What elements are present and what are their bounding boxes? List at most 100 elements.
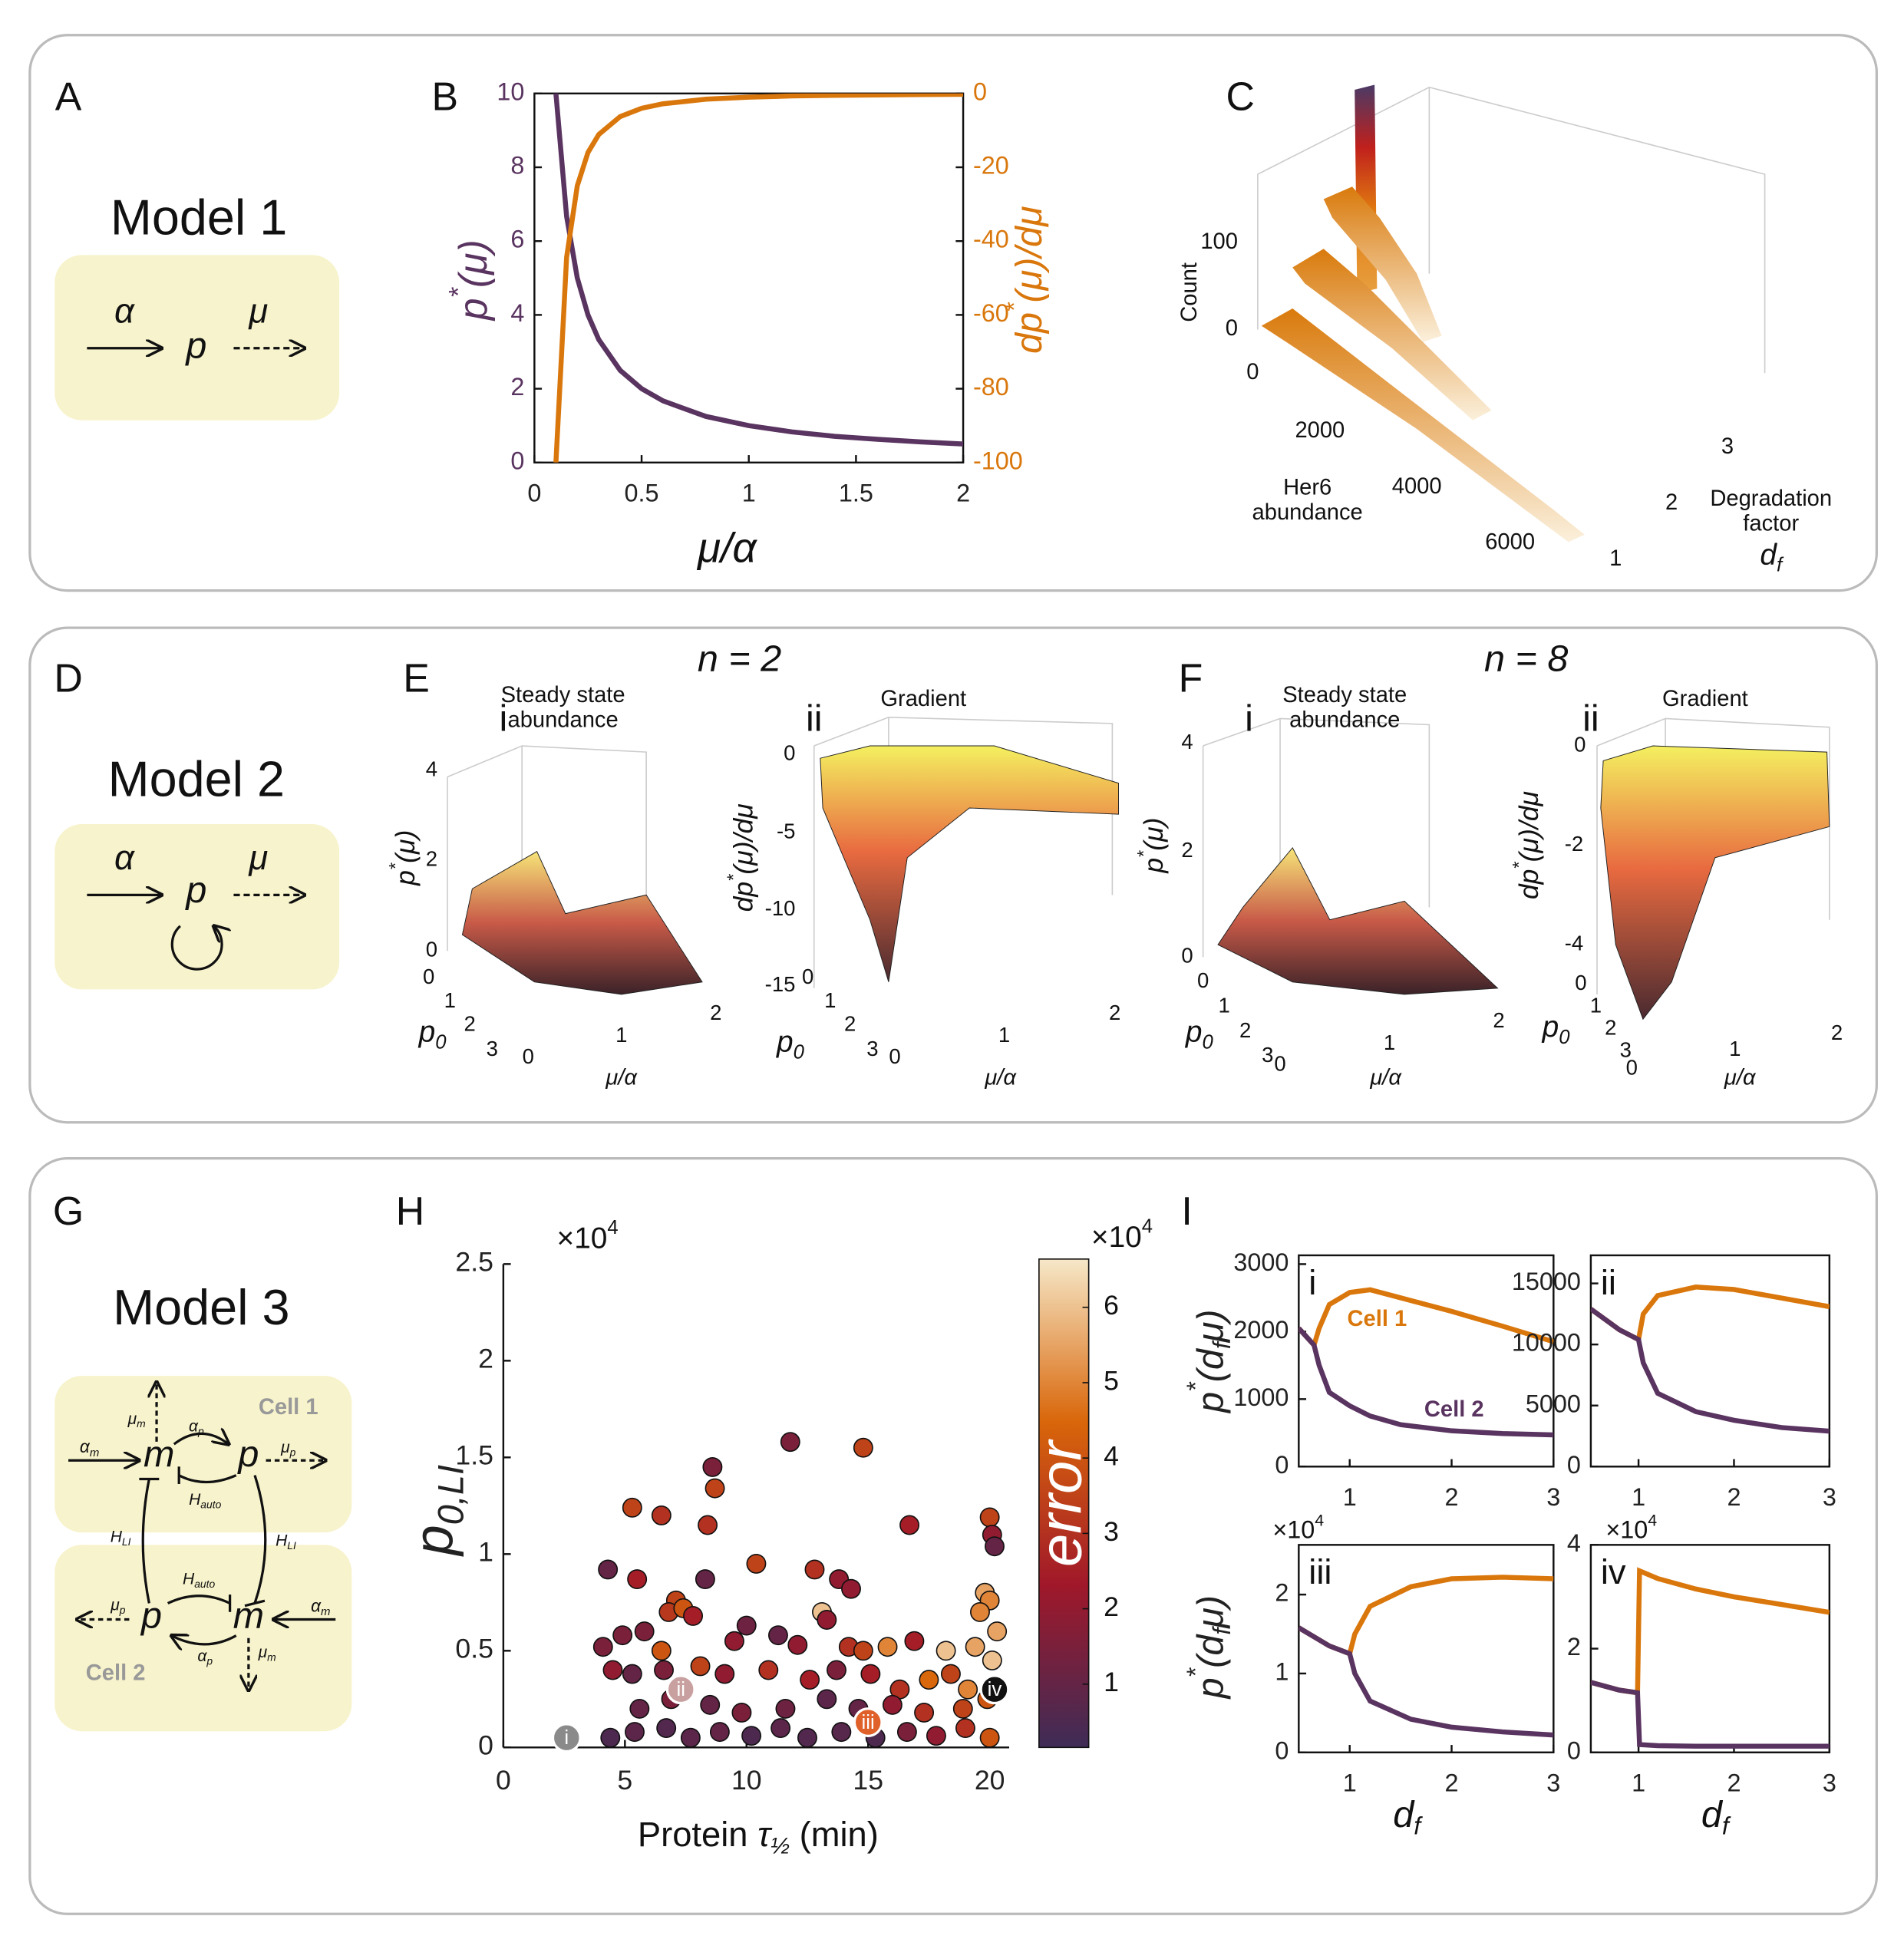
label-part: ×10 <box>557 1222 608 1255</box>
panel-letter: G <box>53 1189 84 1233</box>
colorbar-tick-label: 6 <box>1104 1290 1119 1321</box>
scatter-point <box>622 1664 642 1684</box>
subpanel-label: ii <box>1582 697 1599 739</box>
panel-letter: F <box>1179 655 1203 700</box>
inhibition <box>253 1475 267 1604</box>
y-tick-label: 0 <box>1575 971 1586 994</box>
scatter-point <box>780 1432 800 1453</box>
scatter-point <box>651 1505 672 1525</box>
y2-tick-label: -80 <box>973 373 1009 401</box>
subpanel-title: Steady state <box>1282 683 1407 707</box>
y-tick-label: 2 <box>478 1344 493 1374</box>
subpanel-subtitle: n = 8 <box>1484 638 1568 680</box>
x-axis-label: df <box>1393 1794 1423 1840</box>
scatter-point <box>804 1559 825 1580</box>
y-tick-label: 3000 <box>1233 1248 1289 1276</box>
subpanel-label: i <box>1308 1263 1316 1302</box>
surface <box>820 745 1119 982</box>
label-part: f <box>1209 1626 1236 1635</box>
label-part: LI <box>287 1538 296 1551</box>
diagram-label: μp <box>280 1439 296 1458</box>
label-part: m <box>90 1446 99 1459</box>
label-part: (μ) <box>450 239 495 288</box>
label-part: (min) <box>790 1815 879 1854</box>
axes-frame <box>533 92 965 464</box>
label-part: * <box>1001 302 1028 312</box>
scatter-point <box>904 1631 925 1651</box>
diagram-label: p <box>236 1433 259 1475</box>
label-part: dp <box>1514 869 1545 900</box>
y-tick-label: 3 <box>866 1037 878 1060</box>
y-tick-label: 1 <box>1219 993 1230 1017</box>
scatter-point <box>746 1553 767 1574</box>
y2-axis-label: dp*(μ)/dμ <box>1001 206 1050 354</box>
x-tick-label: 0.5 <box>625 479 659 506</box>
scatter-point <box>841 1578 861 1599</box>
z-tick-label: 0 <box>1181 944 1193 968</box>
y-axis-label: p0 <box>1185 1016 1214 1053</box>
model-title: Model 1 <box>111 190 287 246</box>
label-part: α <box>80 1436 91 1456</box>
scatter-point <box>936 1641 956 1661</box>
point-annotation-marker <box>979 1674 1010 1705</box>
scatter-point <box>940 1664 961 1684</box>
y-axis-label: factor <box>1743 511 1799 536</box>
x-tick-label: 2 <box>1727 1769 1741 1796</box>
scatter-point <box>899 1515 920 1535</box>
scatter-point <box>600 1727 621 1748</box>
label-part: f <box>1722 1812 1731 1840</box>
x-tick-label: 0 <box>889 1044 900 1068</box>
scatter-point <box>800 1670 820 1690</box>
inhibition <box>141 1479 150 1604</box>
y-tick-label: 2 <box>844 1012 856 1036</box>
label-part: p <box>450 298 495 322</box>
y-tick-label: 0 <box>802 965 813 988</box>
label-part: * <box>1183 1381 1210 1392</box>
label-part: auto <box>200 1498 221 1510</box>
x-tick-label: 2 <box>1109 1001 1120 1024</box>
diagram-label: μp <box>110 1596 126 1615</box>
histogram-bar <box>1323 186 1442 342</box>
label-part: (μ)/dμ <box>728 803 759 874</box>
scatter-point <box>817 1610 837 1630</box>
scatter-point <box>896 1722 917 1743</box>
z-tick-label: -5 <box>777 820 795 843</box>
diagram-label: p <box>184 869 206 911</box>
y-axis-symbol: df <box>1760 539 1784 575</box>
label-part: 4 <box>607 1217 618 1238</box>
axis-multiplier: ×104 <box>1272 1511 1324 1543</box>
x-tick-label: 5 <box>617 1765 632 1796</box>
x-tick-label: 0 <box>1274 1051 1285 1075</box>
panel-frame <box>28 1157 1878 1915</box>
label-part: dp <box>728 882 759 912</box>
diagram-label: αp <box>197 1647 213 1667</box>
y-axis-label: p*(μ) <box>444 239 495 322</box>
label-part: α <box>189 1417 199 1435</box>
label-part: α <box>197 1647 207 1665</box>
z-tick-label: 4 <box>426 757 437 781</box>
y-tick-label: 2000 <box>1233 1316 1289 1344</box>
label-part: p <box>391 870 421 886</box>
y-axis-label: p0 <box>418 1016 447 1053</box>
subpanel-label: ii <box>1601 1263 1616 1302</box>
label-part: Protein <box>638 1815 757 1854</box>
scatter-point <box>768 1625 788 1646</box>
scatter-point <box>598 1559 619 1580</box>
series-line <box>1590 1680 1830 1749</box>
label-part: p <box>197 1424 204 1436</box>
label-part: (μ) <box>1138 817 1169 850</box>
y-tick-label: 10000 <box>1512 1329 1581 1357</box>
series-line <box>1298 1326 1554 1438</box>
y2-tick-label: -20 <box>973 152 1009 180</box>
diagram-label: μm <box>258 1644 276 1663</box>
x-axis-label: df <box>1701 1794 1731 1840</box>
x-tick-label: 15 <box>853 1765 883 1796</box>
x-tick-label: 0 <box>1246 360 1259 384</box>
y-tick-label: 0 <box>1567 1736 1581 1764</box>
subpanel-subtitle: n = 2 <box>698 638 781 680</box>
y-tick-label: 2 <box>1665 490 1678 515</box>
x-axis-label: μ/α <box>984 1066 1017 1090</box>
subpanel-title: Steady state <box>501 683 625 707</box>
